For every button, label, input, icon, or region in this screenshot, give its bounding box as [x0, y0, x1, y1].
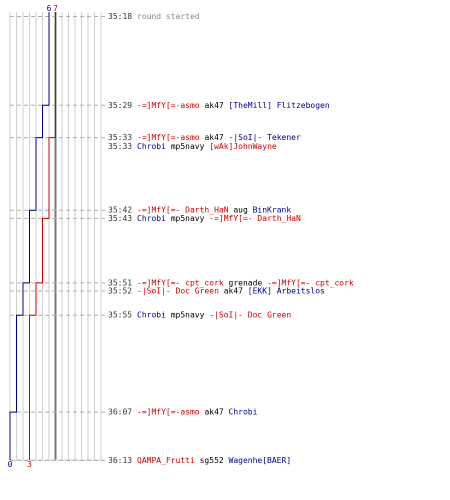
event-part-red: -=]MfY[=- Darth_HaN [209, 214, 301, 223]
event-part-red: QAMPA_Frutti [137, 456, 195, 465]
event-text: -|SoI|- Doc Green ak47 [EKK] Arbeitslos [137, 286, 325, 295]
event-time: 36:07 [108, 408, 132, 417]
event-part-black: ak47 [200, 101, 229, 110]
event-time: 35:18 [108, 12, 132, 21]
event-time: 35:43 [108, 214, 132, 223]
event-part-black: mp5navy [166, 142, 209, 151]
event-text: round started [137, 12, 200, 21]
event-part-black: mp5navy [166, 311, 209, 320]
event-part-blue: -|SoI|- Tekener [229, 133, 301, 142]
event-part-blue: BinKrank [253, 206, 292, 215]
event-part-black: grenade [224, 278, 267, 287]
event-part-blue: Chrobi [137, 214, 166, 223]
event-text: -=]MfY[=-asmo ak47 Chrobi [137, 408, 258, 417]
series-line-blue [9, 12, 50, 460]
chart-grid [9, 12, 106, 461]
event-log: 35:18 round started 35:29 -=]MfY[=-asmo ak4… [108, 12, 354, 465]
event-text: Chrobi mp5navy [wAk]JohnWayne [137, 142, 277, 151]
event-part-black: ak47 [200, 408, 229, 417]
event-part-black: ak47 [200, 133, 229, 142]
event-part-black: mp5navy [166, 214, 209, 223]
series-start-count: 6 [47, 4, 52, 13]
event-part-red: -=]MfY[=-asmo [137, 408, 200, 417]
labels-layer: 6 0 7 3 [8, 4, 59, 469]
event-text: -=]MfY[=- cpt_cork grenade -=]MfY[=- cpt… [137, 278, 354, 287]
event-text: -=]MfY[=-asmo ak47 [TheMill] Flitzebogen [137, 101, 330, 110]
event-part-red: -=]MfY[=-asmo [137, 101, 200, 110]
event-part-blue: Chrobi [137, 142, 166, 151]
event-part-black: ak47 [219, 286, 248, 295]
event-time: 35:33 [108, 133, 132, 142]
series-end-count: 3 [27, 460, 32, 469]
event-text: -=]MfY[=-asmo ak47 -|SoI|- Tekener [137, 133, 301, 142]
event-text: Chrobi mp5navy -=]MfY[=- Darth_HaN [137, 214, 301, 223]
series-start-count: 7 [53, 4, 58, 13]
event-part-red: [wAk]JohnWayne [209, 142, 277, 151]
event-text: Chrobi mp5navy -|SoI|- Doc Green [137, 311, 291, 320]
series-layer [9, 12, 56, 460]
event-part-red: -|SoI|- Doc Green [137, 286, 219, 295]
event-time: 35:29 [108, 101, 132, 110]
event-part-black: sg552 [195, 456, 229, 465]
event-part-red: -=]MfY[=- Darth_HaN [137, 206, 229, 215]
event-part-gray: round started [137, 12, 200, 21]
event-time: 35:52 [108, 286, 132, 295]
event-time: 35:42 [108, 206, 132, 215]
event-time: 35:51 [108, 278, 132, 287]
event-text: -=]MfY[=- Darth_HaN aug BinKrank [137, 206, 291, 215]
event-text: QAMPA_Frutti sg552 Wagenhe[BAER] [137, 456, 291, 465]
event-time: 36:13 [108, 456, 132, 465]
event-part-red: -=]MfY[=- cpt_cork [267, 278, 354, 287]
event-time: 35:33 [108, 142, 132, 151]
event-part-red: -=]MfY[=-asmo [137, 133, 200, 142]
event-part-black: aug [229, 206, 253, 215]
series-end-count: 0 [8, 460, 13, 469]
event-part-blue: Chrobi [229, 408, 258, 417]
event-time: 35:55 [108, 311, 132, 320]
event-part-blue: Wagenhe[BAER] [229, 456, 292, 465]
event-part-blue: [EKK] Arbeitslos [248, 286, 325, 295]
event-part-red: -=]MfY[=- cpt_cork [137, 278, 224, 287]
series-line-red [29, 12, 56, 460]
event-part-blue: [TheMill] Flitzebogen [229, 101, 330, 110]
event-part-red: -|SoI|- Doc Green [209, 311, 291, 320]
event-part-blue: Chrobi [137, 311, 166, 320]
